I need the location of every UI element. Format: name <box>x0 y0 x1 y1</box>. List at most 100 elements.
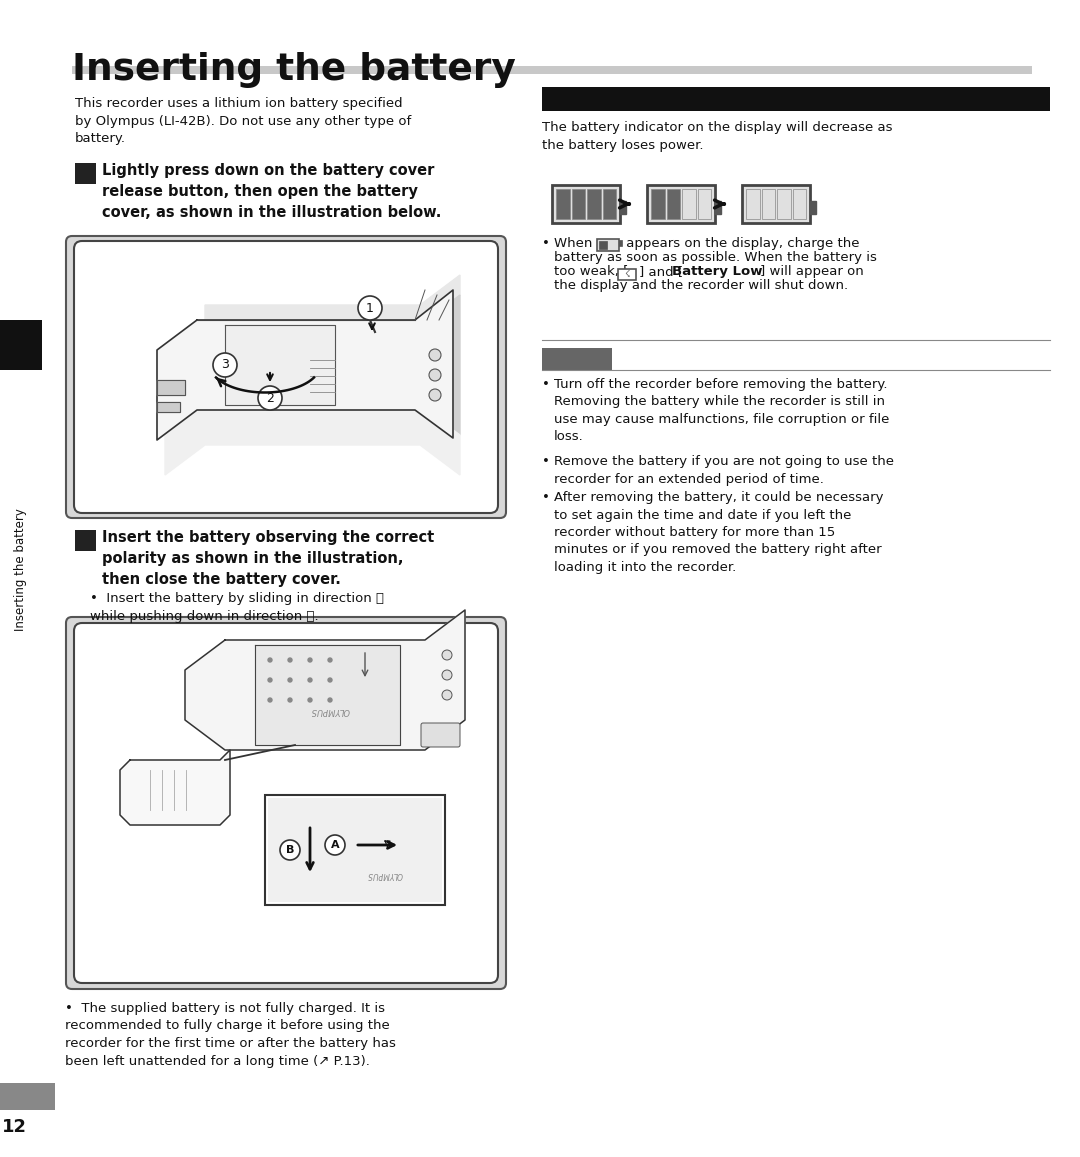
Text: After removing the battery, it could be necessary
to set again the time and date: After removing the battery, it could be … <box>554 491 883 574</box>
Text: 1: 1 <box>14 327 28 347</box>
Text: •: • <box>542 237 550 250</box>
Text: the display and the recorder will shut down.: the display and the recorder will shut d… <box>554 279 848 292</box>
Circle shape <box>268 678 272 681</box>
FancyBboxPatch shape <box>75 241 498 513</box>
Text: EN: EN <box>17 1083 37 1096</box>
Polygon shape <box>165 405 460 476</box>
Text: ☇: ☇ <box>624 268 630 279</box>
Bar <box>72 66 1032 74</box>
Text: 3: 3 <box>221 359 229 371</box>
Text: The battery indicator on the display will decrease as
the battery loses power.: The battery indicator on the display wil… <box>542 121 892 152</box>
Text: Turn off the recorder before removing the battery.
Removing the battery while th: Turn off the recorder before removing th… <box>554 378 889 443</box>
Text: •: • <box>542 455 550 467</box>
Bar <box>761 189 775 219</box>
Text: 12: 12 <box>1 1118 27 1136</box>
Text: appears on the display, charge the: appears on the display, charge the <box>622 237 860 250</box>
Circle shape <box>268 658 272 662</box>
Bar <box>75 163 96 184</box>
Text: OLYMPUS: OLYMPUS <box>310 706 350 715</box>
Circle shape <box>308 658 312 662</box>
Polygon shape <box>185 610 465 750</box>
Bar <box>75 530 96 551</box>
Bar <box>715 201 721 214</box>
Circle shape <box>429 389 441 401</box>
Polygon shape <box>205 325 420 405</box>
Text: 1: 1 <box>366 302 374 315</box>
Circle shape <box>308 698 312 702</box>
Circle shape <box>429 349 441 361</box>
Text: A: A <box>330 840 339 850</box>
Circle shape <box>288 698 292 702</box>
Text: battery as soon as possible. When the battery is: battery as soon as possible. When the ba… <box>554 251 877 264</box>
Text: 2: 2 <box>266 391 274 405</box>
Circle shape <box>442 670 453 680</box>
Text: too weak, [: too weak, [ <box>554 265 629 278</box>
Bar <box>647 185 715 223</box>
Circle shape <box>328 658 332 662</box>
Circle shape <box>258 386 282 410</box>
Text: Insert the battery observing the correct
polarity as shown in the illustration,
: Insert the battery observing the correct… <box>102 530 434 587</box>
Circle shape <box>280 840 300 860</box>
Circle shape <box>357 296 382 320</box>
Bar <box>552 185 620 223</box>
Bar <box>542 87 1050 111</box>
Text: Lightly press down on the battery cover
release button, then open the battery
co: Lightly press down on the battery cover … <box>102 163 442 220</box>
Bar <box>810 201 816 214</box>
Text: Battery indicator: Battery indicator <box>550 88 677 101</box>
Bar <box>618 268 636 280</box>
Polygon shape <box>120 750 230 825</box>
Bar <box>620 201 626 214</box>
Polygon shape <box>157 401 180 412</box>
Bar <box>0 320 42 370</box>
FancyBboxPatch shape <box>421 723 460 747</box>
Circle shape <box>308 678 312 681</box>
Bar <box>556 189 569 219</box>
Bar <box>265 795 445 905</box>
Bar <box>651 189 664 219</box>
FancyBboxPatch shape <box>75 622 498 983</box>
Text: Battery Low: Battery Low <box>672 265 762 278</box>
Circle shape <box>442 690 453 700</box>
Polygon shape <box>205 275 460 325</box>
Circle shape <box>213 353 237 377</box>
Circle shape <box>328 698 332 702</box>
Text: Notes: Notes <box>548 351 592 363</box>
Text: 2: 2 <box>81 531 90 544</box>
Circle shape <box>328 678 332 681</box>
Text: This recorder uses a lithium ion battery specified
by Olympus (LI-42B). Do not u: This recorder uses a lithium ion battery… <box>75 97 411 145</box>
FancyBboxPatch shape <box>66 617 507 989</box>
Text: •  Insert the battery by sliding in direction Ⓐ
while pushing down in direction : • Insert the battery by sliding in direc… <box>90 592 384 622</box>
Text: ] and [: ] and [ <box>639 265 684 278</box>
Circle shape <box>268 698 272 702</box>
Bar <box>793 189 806 219</box>
Bar <box>619 239 622 246</box>
Polygon shape <box>225 325 335 405</box>
Text: 1: 1 <box>81 164 90 177</box>
Text: ] will appear on: ] will appear on <box>760 265 864 278</box>
Bar <box>742 185 810 223</box>
Circle shape <box>288 678 292 681</box>
Bar <box>666 189 680 219</box>
FancyBboxPatch shape <box>66 236 507 518</box>
Circle shape <box>325 835 345 855</box>
Text: Inserting the battery: Inserting the battery <box>72 52 516 88</box>
Text: OLYMPUS: OLYMPUS <box>367 870 403 879</box>
Polygon shape <box>420 295 460 435</box>
Circle shape <box>288 658 292 662</box>
Text: B: B <box>286 845 294 855</box>
Bar <box>0 1083 55 1110</box>
Text: Remove the battery if you are not going to use the
recorder for an extended peri: Remove the battery if you are not going … <box>554 455 894 486</box>
Polygon shape <box>157 379 185 395</box>
Bar <box>681 189 696 219</box>
Circle shape <box>442 650 453 659</box>
Bar <box>603 189 616 219</box>
Bar <box>698 189 711 219</box>
Circle shape <box>429 369 441 381</box>
Bar <box>599 241 607 249</box>
Bar <box>597 239 619 251</box>
Text: •  The supplied battery is not fully charged. It is
recommended to fully charge : • The supplied battery is not fully char… <box>65 1002 396 1068</box>
Polygon shape <box>255 644 400 745</box>
Text: When: When <box>554 237 596 250</box>
Bar <box>268 798 442 902</box>
Bar <box>777 189 791 219</box>
